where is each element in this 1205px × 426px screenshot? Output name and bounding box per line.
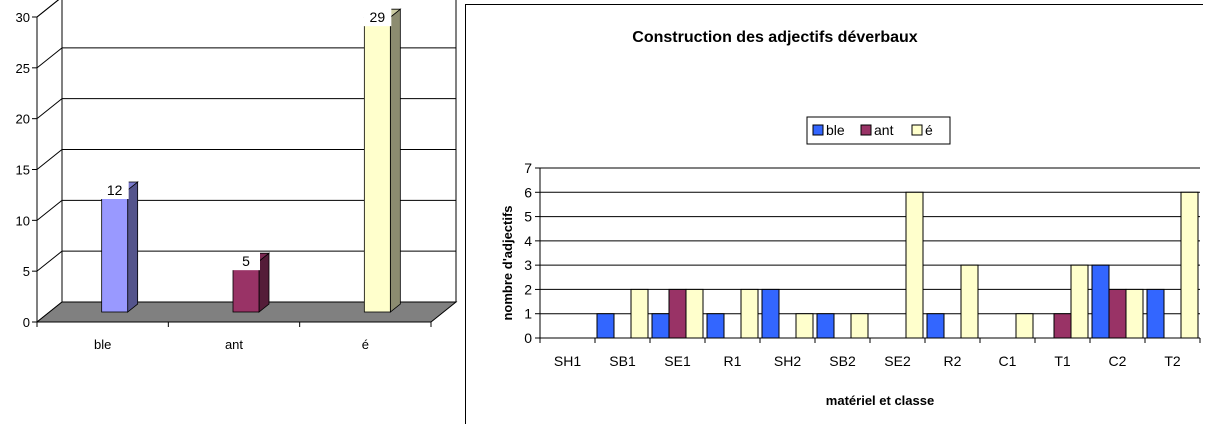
legend-swatch-ant xyxy=(861,125,871,135)
left-chart-y-tick-labels: 0 5 10 15 20 25 30 xyxy=(16,10,37,330)
data-label: 29 xyxy=(370,9,386,25)
bar-ant-C2 xyxy=(1109,289,1126,338)
y-tick-label: 3 xyxy=(524,257,532,273)
x-tick-label: T1 xyxy=(1054,353,1071,369)
bar-é-R2 xyxy=(961,265,978,338)
bar-ble-SE1 xyxy=(652,314,669,338)
y-tick-label: 20 xyxy=(16,112,30,127)
bar-ble-SB1 xyxy=(597,314,614,338)
bar-é-SE2 xyxy=(906,192,923,338)
x-tick-label: C1 xyxy=(999,353,1017,369)
y-tick-label: 4 xyxy=(524,233,532,249)
bar-é: 29 xyxy=(363,8,400,312)
bar-side xyxy=(390,9,400,312)
bar-é-T1 xyxy=(1071,265,1088,338)
y-tick-label: 0 xyxy=(524,330,532,346)
legend-label-é: é xyxy=(925,122,933,138)
left-wall xyxy=(37,0,62,322)
y-tick-label: 30 xyxy=(16,10,30,25)
y-tick-label: 25 xyxy=(16,61,30,76)
y-tick-label: 1 xyxy=(524,306,532,322)
chart-title: Construction des adjectifs déverbaux xyxy=(632,29,918,46)
bar-ble-SB2 xyxy=(817,314,834,338)
x-tick-label: SH1 xyxy=(554,353,581,369)
x-tick-label: R2 xyxy=(944,353,962,369)
bar-é-SE1 xyxy=(686,289,703,338)
bar-ant-SE1 xyxy=(669,289,686,338)
bar-ble-R1 xyxy=(707,314,724,338)
bar-ble: 12 xyxy=(101,181,138,312)
bar-side xyxy=(259,253,269,312)
bar-é-C2 xyxy=(1126,289,1143,338)
x-tick-label: SE2 xyxy=(884,353,911,369)
x-tick-label: é xyxy=(362,337,369,352)
bar-é-T2 xyxy=(1181,192,1198,338)
right-chart-x-tick-labels: SH1 SB1 SE1 R1 SH2 SB2 SE2 R2 C1 T1 C2 T2 xyxy=(540,338,1200,369)
right-chart-grouped-bar: Construction des adjectifs déverbaux ble… xyxy=(465,4,1203,424)
bar-é-C1 xyxy=(1016,314,1033,338)
bar-side xyxy=(128,182,138,312)
bar-é-SB1 xyxy=(631,289,648,338)
bar-ant: 5 xyxy=(232,252,269,312)
bar-ble-SH2 xyxy=(762,289,779,338)
y-tick-label: 6 xyxy=(524,184,532,200)
bar-é-SH2 xyxy=(796,314,813,338)
left-chart-3d-bar: 0 5 10 15 20 25 30 12 5 29 ble ant é xyxy=(0,0,460,426)
legend-swatch-é xyxy=(912,125,922,135)
chart-legend: ble ant é xyxy=(807,117,950,144)
x-tick-label: SB1 xyxy=(609,353,636,369)
legend-label-ant: ant xyxy=(874,122,894,138)
x-tick-label: ble xyxy=(94,337,111,352)
bar-ant-T1 xyxy=(1054,314,1071,338)
legend-label-ble: ble xyxy=(826,122,845,138)
x-tick-label: R1 xyxy=(724,353,742,369)
x-tick-label: SE1 xyxy=(664,353,691,369)
bar-é-SB2 xyxy=(851,314,868,338)
y-tick-label: 7 xyxy=(524,160,532,176)
y-axis-label: nombre d'adjectifs xyxy=(500,205,515,320)
x-tick-label: C2 xyxy=(1109,353,1127,369)
y-tick-label: 5 xyxy=(524,209,532,225)
bar-é-R1 xyxy=(741,289,758,338)
x-axis-label: matériel et classe xyxy=(826,393,934,408)
y-tick-label: 15 xyxy=(16,163,30,178)
x-tick-label: T2 xyxy=(1164,353,1181,369)
x-tick-label: ant xyxy=(225,337,243,352)
legend-swatch-ble xyxy=(813,125,823,135)
bar-ble-R2 xyxy=(927,314,944,338)
left-chart-x-tick-labels: ble ant é xyxy=(37,322,431,352)
y-tick-label: 0 xyxy=(23,315,30,330)
bar-ble-T2 xyxy=(1147,289,1164,338)
bar-front xyxy=(364,17,390,312)
data-label: 12 xyxy=(107,182,123,198)
bar-front xyxy=(102,190,128,312)
y-tick-label: 5 xyxy=(23,264,30,279)
right-chart-y-tick-labels: 0 1 2 3 4 5 6 7 xyxy=(524,160,540,346)
y-tick-label: 10 xyxy=(16,213,30,228)
x-tick-label: SB2 xyxy=(829,353,856,369)
x-tick-label: SH2 xyxy=(774,353,801,369)
bar-ble-C2 xyxy=(1092,265,1109,338)
y-tick-label: 2 xyxy=(524,281,532,297)
data-label: 5 xyxy=(242,253,250,269)
